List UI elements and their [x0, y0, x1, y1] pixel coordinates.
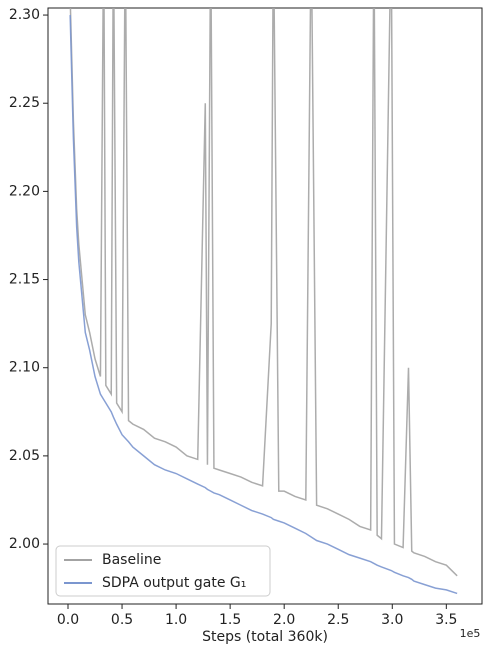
y-tick-label: 2.10 [9, 360, 40, 376]
x-tick-label: 0.5 [111, 612, 133, 628]
series-line [69, 8, 458, 577]
y-tick-label: 2.20 [9, 183, 40, 199]
x-axis-label: Steps (total 360k) [202, 629, 328, 645]
x-offset-label: 1e5 [460, 627, 481, 640]
y-tick-label: 2.15 [9, 272, 40, 288]
legend-box [55, 545, 271, 597]
x-tick-label: 3.0 [381, 612, 403, 628]
legend-label: Baseline [102, 552, 161, 568]
y-tick-label: 2.05 [9, 448, 40, 464]
x-tick-label: 1.0 [165, 612, 187, 628]
plot-area [69, 8, 458, 595]
y-tick-label: 2.30 [9, 7, 40, 23]
legend-label: SDPA output gate G₁ [102, 575, 246, 591]
y-tick-label: 2.25 [9, 95, 40, 111]
x-tick-label: 2.0 [273, 612, 295, 628]
x-tick-label: 0.0 [57, 612, 79, 628]
series-line [69, 15, 458, 595]
plot-frame [47, 7, 483, 605]
x-tick-label: 3.5 [435, 612, 457, 628]
y-tick-label: 2.00 [9, 536, 40, 552]
x-tick-label: 2.5 [327, 612, 349, 628]
x-tick-label: 1.5 [219, 612, 241, 628]
